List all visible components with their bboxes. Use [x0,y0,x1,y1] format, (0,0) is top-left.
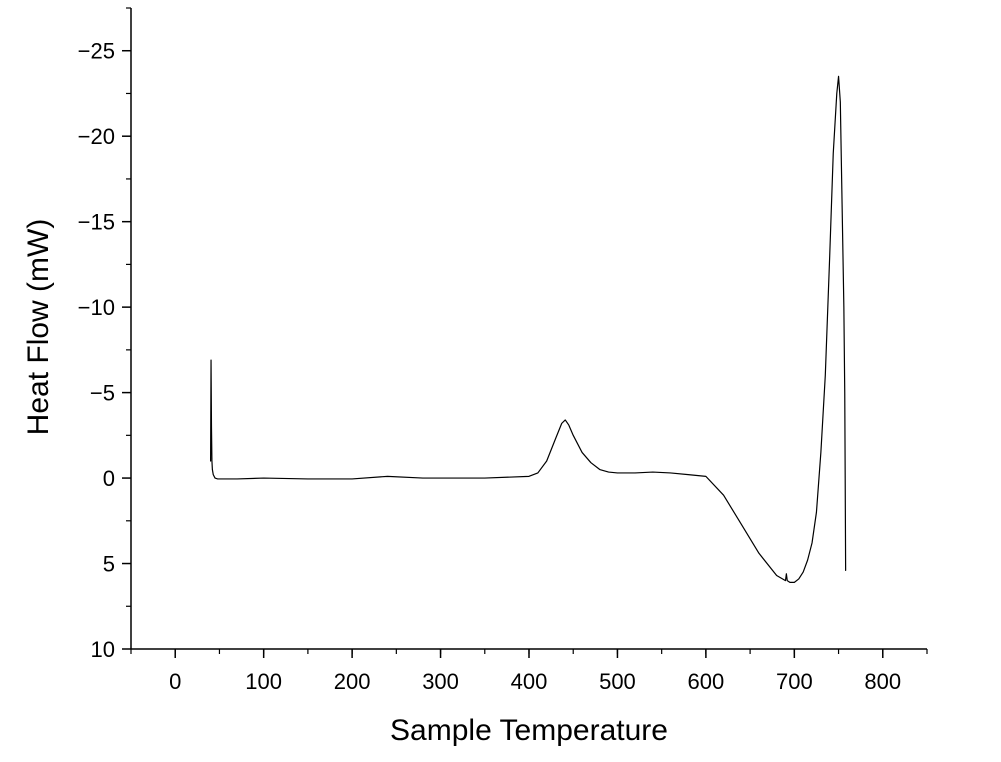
x-axis-title: Sample Temperature [390,714,668,747]
tick-labels: 0 100 200 300 400 500 600 700 800 −25 −20 −15 −10 −5 0… [78,39,901,694]
x-tick-label-300: 300 [422,669,459,694]
x-tick-label-600: 600 [688,669,725,694]
y-tick-label-5: 5 [103,552,115,577]
y-tick-label-10: 10 [91,637,115,662]
y-tick-label--25: −25 [78,39,115,64]
y-tick-label--15: −15 [78,210,115,235]
x-tick-label-700: 700 [776,669,813,694]
x-tick-label-400: 400 [511,669,548,694]
y-tick-label--20: −20 [78,124,115,149]
x-tick-label-800: 800 [864,669,901,694]
y-axis-title: Heat Flow (mW) [22,219,55,436]
y-tick-label-0: 0 [103,466,115,491]
x-tick-label-500: 500 [599,669,636,694]
series-line-0 [210,75,847,583]
y-tick-label--10: −10 [78,295,115,320]
x-tick-label-200: 200 [334,669,371,694]
series-layer [210,75,847,583]
x-tick-label-0: 0 [169,669,181,694]
axes [130,8,927,650]
ticks [122,7,928,658]
y-tick-label--5: −5 [90,381,115,406]
x-tick-label-100: 100 [245,669,282,694]
